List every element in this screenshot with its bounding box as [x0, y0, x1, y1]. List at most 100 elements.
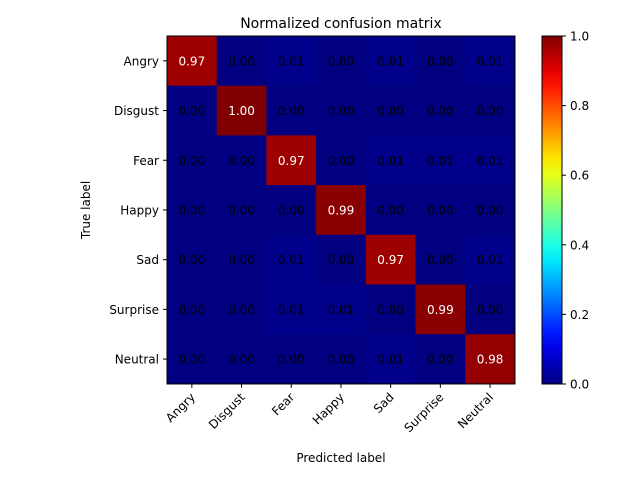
heatmap-value-labels: 0.97 0.00 0.01 0.00 0.01 0.00 0.01 0.00 1.00 0.00… [178, 54, 503, 366]
cell-value-label: 0.00 [427, 54, 454, 68]
heatmap-cell [316, 135, 367, 186]
heatmap-cell [266, 36, 317, 87]
y-axis-ticks: Angry Disgust Fear Happy Sad Surprise Neutral [109, 54, 167, 367]
heatmap-cell [465, 334, 516, 385]
cell-value-label: 0.00 [178, 203, 205, 217]
heatmap-cell [415, 85, 466, 136]
heatmap-cell [365, 135, 416, 186]
heatmap-cell [316, 284, 367, 335]
heatmap-cell [167, 185, 218, 236]
cell-value-label: 0.00 [427, 353, 454, 367]
y-tick-label: Sad [136, 253, 159, 267]
cell-value-label: 0.01 [278, 54, 305, 68]
cell-value-label: 0.00 [178, 253, 205, 267]
y-tick-label: Fear [133, 154, 159, 168]
heatmap-cell [365, 36, 416, 87]
cell-value-label: 0.00 [377, 104, 404, 118]
heatmap-cell [167, 135, 218, 186]
x-axis-label: Predicted label [296, 451, 385, 465]
cell-value-label: 0.00 [328, 104, 355, 118]
heatmap-cell [266, 85, 317, 136]
y-tick-label: Surprise [109, 303, 159, 317]
cell-value-label: 0.99 [328, 203, 355, 217]
cell-value-label: 0.00 [477, 104, 504, 118]
cell-value-label: 0.97 [178, 54, 205, 68]
heatmap-cell [266, 284, 317, 335]
cell-value-label: 0.00 [178, 353, 205, 367]
heatmap-cell [415, 234, 466, 285]
heatmap-cell [465, 284, 516, 335]
cell-value-label: 0.00 [228, 353, 255, 367]
colorbar-tick-label: 0.8 [570, 99, 589, 113]
heatmap-cell [465, 185, 516, 236]
x-tick-label: Surprise [401, 390, 446, 435]
cell-value-label: 0.01 [377, 54, 404, 68]
heatmap-cell [167, 36, 218, 87]
cell-value-label: 0.01 [377, 154, 404, 168]
heatmap-cell [167, 284, 218, 335]
chart-title: Normalized confusion matrix [240, 16, 442, 32]
colorbar-tick-label: 0.0 [570, 378, 589, 392]
heatmap-cell [216, 185, 267, 236]
cell-value-label: 0.00 [477, 203, 504, 217]
cell-value-label: 0.00 [328, 54, 355, 68]
heatmap-cell [216, 135, 267, 186]
x-tick-label: Angry [163, 390, 198, 425]
cell-value-label: 0.98 [477, 353, 504, 367]
cell-value-label: 0.00 [278, 203, 305, 217]
cell-value-label: 0.00 [377, 203, 404, 217]
cell-value-label: 0.97 [377, 253, 404, 267]
cell-value-label: 0.00 [228, 154, 255, 168]
heatmap-cell [216, 36, 267, 87]
heatmap-cell [266, 334, 317, 385]
heatmap-cell [167, 334, 218, 385]
heatmap-cell [266, 234, 317, 285]
heatmap-cell [465, 234, 516, 285]
heatmap-cell [216, 334, 267, 385]
heatmap-cell [415, 284, 466, 335]
cell-value-label: 0.00 [477, 303, 504, 317]
cell-value-label: 0.00 [427, 203, 454, 217]
colorbar-tick-label: 0.4 [570, 238, 589, 252]
heatmap-cell [316, 185, 367, 236]
heatmap-cell [465, 36, 516, 87]
cell-value-label: 0.01 [477, 154, 504, 168]
cell-value-label: 0.00 [328, 154, 355, 168]
y-tick-label: Happy [120, 203, 159, 217]
cell-value-label: 0.00 [228, 253, 255, 267]
cell-value-label: 0.00 [328, 353, 355, 367]
heatmap-cells [167, 36, 516, 385]
cell-value-label: 0.00 [228, 203, 255, 217]
colorbar [541, 35, 563, 385]
heatmap-cell [365, 334, 416, 385]
cell-value-label: 0.01 [278, 303, 305, 317]
colorbar-tick-label: 0.6 [570, 169, 589, 183]
cell-value-label: 0.00 [228, 303, 255, 317]
cell-value-label: 0.01 [427, 154, 454, 168]
cell-value-label: 0.00 [178, 154, 205, 168]
cell-value-label: 0.00 [178, 303, 205, 317]
cell-value-label: 0.00 [178, 104, 205, 118]
heatmap-cell [415, 36, 466, 87]
heatmap-cell [216, 234, 267, 285]
cell-value-label: 0.01 [278, 253, 305, 267]
colorbar-tick-label: 1.0 [570, 30, 589, 44]
heatmap-cell [216, 284, 267, 335]
heatmap-cell [216, 85, 267, 136]
x-tick-label: Happy [310, 390, 347, 427]
heatmap-cell [316, 36, 367, 87]
cell-value-label: 0.00 [278, 104, 305, 118]
x-tick-label: Fear [269, 390, 297, 418]
cell-value-label: 0.99 [427, 303, 454, 317]
cell-value-label: 0.00 [427, 253, 454, 267]
x-tick-label: Sad [371, 390, 397, 416]
y-axis-label: True label [79, 181, 93, 240]
y-tick-label: Disgust [114, 104, 159, 118]
cell-value-label: 0.01 [377, 353, 404, 367]
heatmap-cell [415, 334, 466, 385]
cell-value-label: 0.00 [278, 353, 305, 367]
cell-value-label: 1.00 [228, 104, 255, 118]
colorbar-ticks: 0.0 0.2 0.4 0.6 0.8 1.0 [562, 30, 589, 392]
colorbar-tick-label: 0.2 [570, 308, 589, 322]
